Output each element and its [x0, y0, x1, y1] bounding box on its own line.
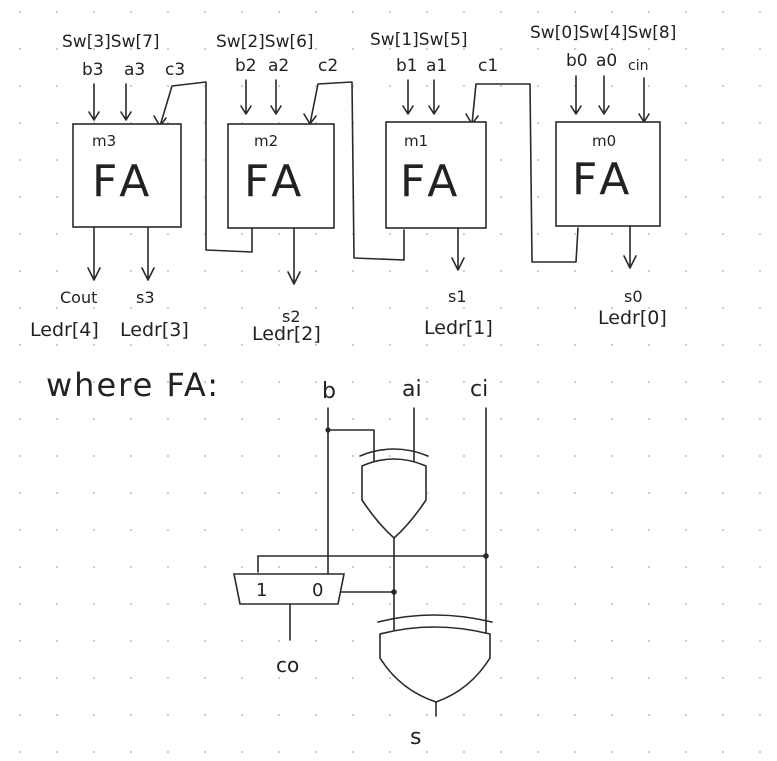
detail-heading: where FA:: [46, 366, 220, 404]
m1-b-arrow: [402, 79, 414, 115]
m3-sum-arrow: [141, 226, 155, 281]
m0-input-a-label: a0: [596, 51, 617, 71]
m0-fa-label: FA: [572, 154, 635, 205]
m3-carry-led-label: Ledr[4]: [30, 319, 99, 341]
fa-detail: where FA: b ai ci 1 0 co s: [46, 366, 493, 750]
m2-input-c-label: c2: [318, 56, 338, 76]
m2-a-arrow: [270, 79, 282, 115]
m0-fa-box: [555, 121, 661, 227]
m2-switch-label: Sw[2]Sw[6]: [216, 32, 314, 52]
xor2-gate: [379, 626, 491, 703]
xor1-back-arc: [359, 448, 429, 457]
m1-input-b-label: b1: [396, 56, 418, 76]
m3-sum-label: s3: [136, 288, 155, 307]
sum-out-label: s: [410, 725, 421, 750]
m1-carry-in-wire: [471, 83, 579, 263]
m1-module-label: m1: [404, 132, 428, 150]
m3-module-label: m3: [92, 132, 116, 150]
m0-b-arrow: [570, 75, 582, 115]
m3-input-c-label: c3: [165, 60, 185, 80]
m1-input-a-label: a1: [426, 56, 447, 76]
m2-sum-led-label: Ledr[2]: [252, 323, 321, 345]
m2-input-a-label: a2: [268, 56, 289, 76]
m3-switch-label: Sw[3]Sw[7]: [62, 32, 160, 52]
adder-m3: Sw[3]Sw[7] b3 a3 c3 m3 FA Cout s3 Ledr[4…: [30, 32, 253, 341]
m2-module-label: m2: [254, 132, 278, 150]
junction-xor1: [391, 589, 397, 595]
m2-fa-box: [227, 123, 335, 229]
m0-module-label: m0: [592, 132, 616, 150]
m1-fa-box: [385, 121, 487, 229]
m2-carry-in-wire: [309, 81, 405, 261]
xor1-gate: [361, 458, 427, 540]
m3-fa-label: FA: [92, 156, 155, 207]
m3-sum-led-label: Ledr[3]: [120, 319, 189, 341]
m1-a-arrow: [428, 79, 440, 115]
m3-input-b-label: b3: [82, 60, 104, 80]
m1-sum-led-label: Ledr[1]: [424, 317, 493, 339]
m2-sum-arrow: [287, 227, 301, 285]
m1-input-c-label: c1: [478, 56, 498, 76]
adder-m2: Sw[2]Sw[6] b2 a2 c2 m2 FA s2 Ledr[2]: [216, 32, 405, 345]
m2-fa-label: FA: [244, 156, 307, 207]
detail-input-c-label: ci: [470, 377, 488, 402]
m3-input-a-label: a3: [124, 60, 145, 80]
m1-fa-label: FA: [400, 156, 463, 207]
m1-sum-arrow: [451, 227, 465, 271]
dot-grid: [18, 10, 762, 754]
m3-fa-box: [72, 123, 182, 228]
m3-a-arrow: [120, 83, 132, 121]
detail-input-a-label: ai: [402, 377, 422, 402]
m2-sum-label: s2: [282, 307, 301, 326]
m0-cin-arrow: [638, 77, 650, 123]
m3-b-arrow: [88, 83, 100, 121]
m2-input-b-label: b2: [235, 56, 257, 76]
detail-input-b-label: b: [322, 379, 336, 404]
adder-m0: Sw[0]Sw[4]Sw[8] b0 a0 cin m0 FA s0 Ledr[…: [530, 23, 676, 329]
m0-sum-arrow: [623, 225, 637, 269]
junction-c: [483, 553, 489, 559]
m1-switch-label: Sw[1]Sw[5]: [370, 30, 468, 50]
mux-2to1: [233, 573, 345, 605]
m0-switch-label: Sw[0]Sw[4]Sw[8]: [530, 23, 676, 43]
m0-sum-led-label: Ledr[0]: [598, 307, 667, 329]
m3-carry-in-wire: [159, 81, 253, 253]
carry-out-label: co: [276, 653, 299, 677]
m3-carry-out-arrow: [87, 226, 101, 281]
m0-sum-label: s0: [624, 287, 643, 306]
xor2-back-arc: [377, 614, 493, 623]
m3-carry-out-label: Cout: [60, 288, 97, 307]
m0-a-arrow: [598, 75, 610, 115]
m0-input-b-label: b0: [566, 51, 588, 71]
m2-carry-arrow: [303, 113, 317, 125]
mux-input-1: 1: [256, 580, 267, 601]
adder-m1: Sw[1]Sw[5] b1 a1 c1 m1 FA s1 Ledr[1]: [370, 30, 579, 339]
mux-input-0: 0: [312, 580, 323, 601]
m0-carry-in-label: cin: [628, 58, 648, 74]
m2-b-arrow: [240, 79, 252, 115]
wire-b-to-xor: [327, 429, 375, 463]
m1-sum-label: s1: [448, 287, 467, 306]
